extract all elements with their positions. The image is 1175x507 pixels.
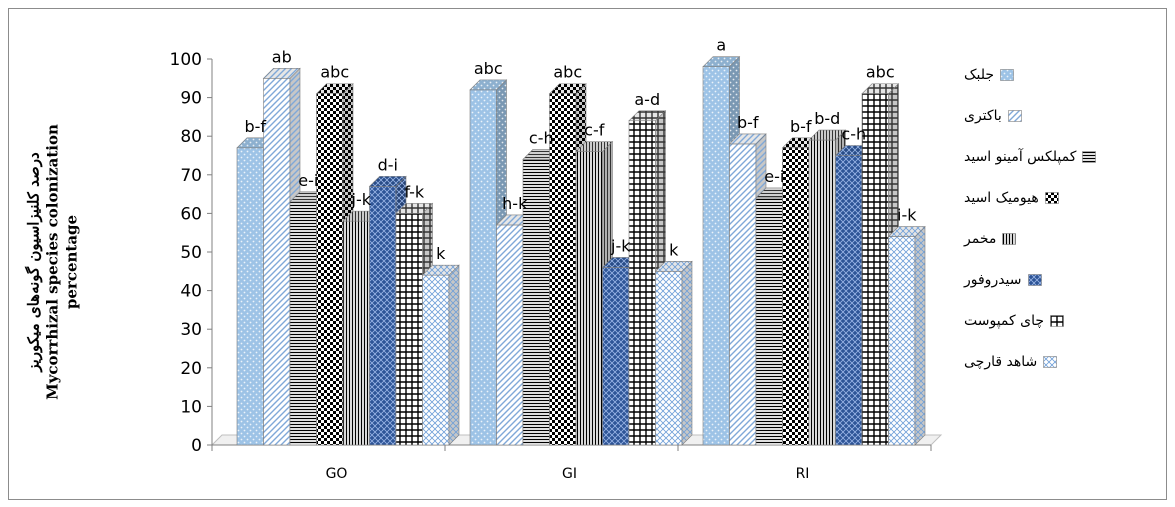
y-tick-label: 30 [180,320,202,340]
data-label: a [716,36,726,55]
y-tick-label: 10 [180,397,202,417]
bar [315,83,354,446]
significance-letters: b-f ab e-i abc j-k d-i f-k k abc h-k c-h abc c-f j-k a… [244,36,917,263]
y-tick-label: 40 [180,282,202,302]
x-tick-label: GO [326,466,348,482]
data-label: b-f [737,113,759,132]
legend-item: مخمر [964,218,1169,259]
y-axis-title-en-1: Mycorrhizal species colonization [43,124,62,400]
bar [887,225,926,446]
data-label: k [669,240,679,259]
legend-label: سیدروفور [964,271,1022,288]
data-label: j-k [351,190,372,209]
data-label: e-i [298,171,318,190]
x-tick-label: GI [562,466,577,482]
y-tick-label: 60 [180,204,202,224]
data-label: ab [272,47,292,66]
legend: جلبک باکتری کمپلکس آمینو اسید هیومیک اسید مخ… [964,54,1169,382]
data-label: b-f [244,117,266,136]
y-tick-label: 90 [180,89,202,109]
x-axis: GO GI RI [211,444,932,482]
data-label: c-h [529,128,554,147]
legend-label: باکتری [964,107,1002,124]
data-label: i-k [897,206,917,225]
bar [421,264,460,446]
legend-swatch [1082,150,1097,163]
legend-swatch [1027,273,1042,286]
legend-item: سیدروفور [964,259,1169,300]
y-tick-label: 50 [180,243,202,263]
y-axis-title: درصد کلنیزاسیون گونه‌های میکوریز Mycorrh… [25,62,82,462]
y-axis: 0 10 20 30 40 50 60 70 80 90 100 [170,50,213,456]
data-label: h-k [502,194,528,213]
legend-item: هیومیک اسید [964,177,1169,218]
legend-swatch [1000,68,1014,81]
y-tick-label: 0 [191,436,202,456]
bar [654,260,693,446]
legend-swatch [1002,232,1017,245]
data-label: k [436,244,446,263]
legend-label: شاهد قارچی [964,353,1038,370]
data-label: f-k [404,182,425,201]
bar [342,210,381,446]
x-tick-label: RI [796,466,810,482]
legend-swatch [1043,355,1058,368]
data-label: d-i [378,155,398,174]
legend-swatch [1044,191,1059,204]
legend-item: جلبک [964,54,1169,95]
legend-label: مخمر [964,230,997,247]
data-label: a-d [634,90,660,109]
legend-label: هیومیک اسید [964,189,1039,206]
legend-item: باکتری [964,95,1169,136]
data-label: abc [866,63,895,82]
legend-item: چای کمپوست [964,300,1169,341]
data-label: b-d [814,109,840,128]
legend-label: چای کمپوست [964,312,1045,329]
data-label: abc [474,59,503,78]
bars [236,55,926,446]
legend-swatch [1050,314,1064,327]
legend-swatch [1007,109,1022,122]
chart-frame: 0 10 20 30 40 50 60 70 80 90 100 GO GI RI b-f ab e-i ab… [8,8,1167,500]
data-label: j-k [610,236,631,255]
legend-item: کمپلکس آمینو اسید [964,136,1169,177]
legend-label: کمپلکس آمینو اسید [964,148,1077,165]
y-tick-label: 20 [180,359,202,379]
data-label: c-f [584,121,605,140]
data-label: c-h [841,125,866,144]
data-label: abc [553,63,582,82]
data-label: e-i [764,167,784,186]
y-axis-title-fa: درصد کلنیزاسیون گونه‌های میکوریز [24,152,43,372]
y-tick-label: 80 [180,127,202,147]
legend-label: جلبک [964,66,995,83]
legend-item: شاهد قارچی [964,341,1169,382]
y-axis-title-en-2: percentage [62,214,81,310]
data-label: b-f [790,117,812,136]
data-label: abc [320,63,349,82]
y-tick-label: 100 [170,50,202,70]
y-tick-label: 70 [180,166,202,186]
